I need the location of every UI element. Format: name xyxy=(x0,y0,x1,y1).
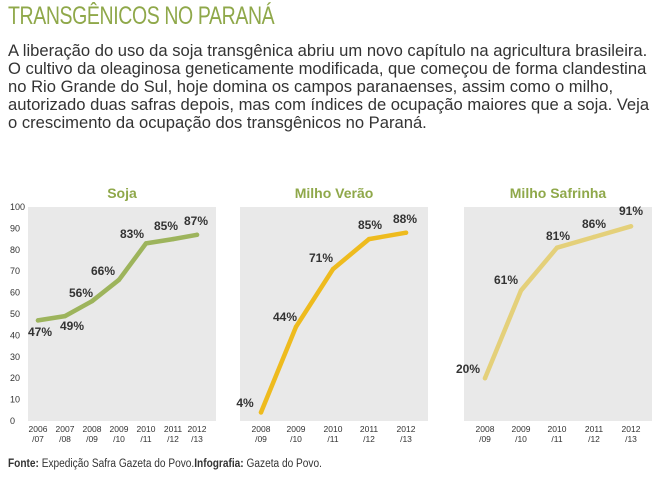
y-tick-label: 40 xyxy=(10,330,20,340)
milho-safrinha-data-label: 20% xyxy=(456,362,480,376)
soja-data-label: 87% xyxy=(184,214,208,228)
soja-x-tick-season: /13 xyxy=(191,434,203,444)
milho-safrinha-x-tick-season: /11 xyxy=(551,434,562,444)
milho-verao-x-tick-season: /10 xyxy=(290,434,302,444)
page-title: TRANSGÊNICOS NO PARANÁ xyxy=(8,2,275,30)
soja-data-point xyxy=(170,236,176,242)
milho-verao-data-point xyxy=(366,236,372,242)
milho-safrinha-x-tick-season: /09 xyxy=(479,434,491,444)
soja-x-tick-year: 2011 xyxy=(164,424,183,434)
milho-safrinha-data-point xyxy=(628,224,634,229)
soja-x-tick-season: /08 xyxy=(59,434,71,444)
milho-verao-data-label: 88% xyxy=(393,212,417,226)
soja-data-point xyxy=(62,313,68,319)
milho-verao-data-label: 4% xyxy=(236,396,254,410)
milho-verao-x-tick-year: 2009 xyxy=(287,424,306,434)
milho-safrinha-x-tick-year: 2009 xyxy=(512,424,531,434)
milho-safrinha-x-tick-year: 2010 xyxy=(548,424,567,434)
soja-data-label: 83% xyxy=(120,227,144,241)
milho-safrinha-x-tick-season: /13 xyxy=(625,434,637,444)
milho-safrinha-title: Milho Safrinha xyxy=(510,185,607,201)
milho-verao-x-tick-season: /11 xyxy=(327,434,338,444)
infographic-text: Gazeta do Povo. xyxy=(246,458,322,470)
y-tick-label: 80 xyxy=(10,245,20,255)
soja-x-tick-year: 2010 xyxy=(137,424,156,434)
y-tick-label: 70 xyxy=(10,266,20,276)
soja-x-tick-year: 2007 xyxy=(56,424,75,434)
milho-verao-x-tick-season: /09 xyxy=(255,434,267,444)
soja-data-label: 49% xyxy=(60,319,84,333)
soja-data-point xyxy=(89,299,95,304)
footer: Fonte: Expedição Safra Gazeta do Povo.In… xyxy=(8,458,322,470)
soja-x-tick-season: /11 xyxy=(140,434,151,444)
milho-safrinha-panel xyxy=(464,207,652,421)
milho-verao-data-label: 71% xyxy=(309,251,333,265)
soja-x-tick-year: 2008 xyxy=(83,424,102,434)
milho-safrinha-x-tick-season: /10 xyxy=(515,434,527,444)
soja-data-label: 47% xyxy=(28,325,52,339)
milho-safrinha-data-point xyxy=(482,376,488,381)
y-tick-label: 90 xyxy=(10,223,20,233)
milho-verao-data-point xyxy=(293,324,299,329)
milho-safrinha-x-tick-year: 2008 xyxy=(476,424,495,434)
milho-verao-x-tick-year: 2012 xyxy=(397,424,416,434)
source-label: Fonte: xyxy=(8,458,39,470)
soja-data-point xyxy=(143,241,149,246)
soja-x-tick-season: /12 xyxy=(167,434,179,444)
milho-safrinha-data-point xyxy=(554,245,560,250)
soja-x-tick-year: 2012 xyxy=(188,424,207,434)
milho-verao-data-point xyxy=(330,266,336,272)
y-tick-label: 100 xyxy=(10,202,25,212)
milho-safrinha-data-point xyxy=(518,288,524,293)
milho-safrinha-data-label: 81% xyxy=(546,229,570,243)
infographic-label: Infografia: xyxy=(194,458,244,470)
milho-verao-x-tick-season: /12 xyxy=(363,434,375,444)
soja-data-point xyxy=(35,318,41,323)
milho-verao-x-tick-year: 2008 xyxy=(252,424,271,434)
y-tick-label: 10 xyxy=(10,395,20,405)
intro-text: A liberação do uso da soja transgênica a… xyxy=(8,41,650,132)
milho-verao-x-tick-year: 2010 xyxy=(324,424,343,434)
source-text: Expedição Safra Gazeta do Povo. xyxy=(41,458,195,470)
milho-verao-x-tick-season: /13 xyxy=(400,434,412,444)
milho-verao-data-point xyxy=(258,410,264,415)
soja-data-label: 85% xyxy=(154,219,178,233)
milho-verao-title: Milho Verão xyxy=(295,185,374,201)
soja-x-tick-year: 2009 xyxy=(110,424,129,434)
soja-data-label: 56% xyxy=(69,286,93,300)
milho-safrinha-x-tick-season: /12 xyxy=(588,434,600,444)
soja-panel xyxy=(28,207,216,421)
y-tick-label: 30 xyxy=(10,352,20,362)
milho-safrinha-data-label: 86% xyxy=(582,217,606,231)
milho-verao-data-label: 85% xyxy=(358,218,382,232)
milho-verao-x-tick-year: 2011 xyxy=(360,424,379,434)
soja-x-tick-season: /10 xyxy=(113,434,125,444)
soja-x-tick-season: /09 xyxy=(86,434,98,444)
soja-title: Soja xyxy=(107,185,137,201)
y-tick-label: 50 xyxy=(10,309,20,319)
soja-data-point xyxy=(116,277,122,282)
soja-x-tick-year: 2006 xyxy=(29,424,48,434)
soja-data-label: 66% xyxy=(91,264,115,278)
y-tick-label: 0 xyxy=(10,416,15,426)
milho-safrinha-data-point xyxy=(591,234,597,240)
soja-x-tick-season: /07 xyxy=(32,434,44,444)
milho-safrinha-data-label: 61% xyxy=(494,273,518,287)
milho-safrinha-x-tick-year: 2011 xyxy=(585,424,604,434)
milho-safrinha-data-label: 91% xyxy=(619,204,643,218)
milho-verao-data-label: 44% xyxy=(273,310,297,324)
y-tick-label: 60 xyxy=(10,288,20,298)
soja-data-point xyxy=(194,232,200,237)
milho-verao-data-point xyxy=(403,230,409,235)
y-tick-label: 20 xyxy=(10,373,20,383)
milho-safrinha-x-tick-year: 2012 xyxy=(622,424,641,434)
